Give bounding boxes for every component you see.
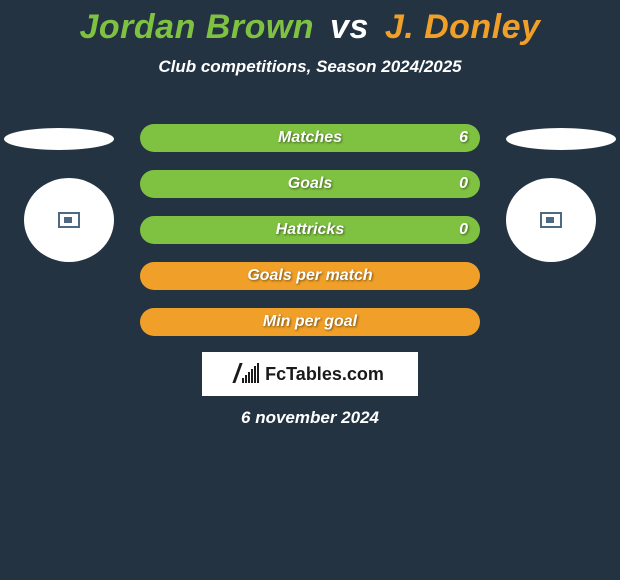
stats-container: Matches 6 Goals 0 Hattricks 0 Goals per match M… xyxy=(140,124,480,354)
logo-content: FcTables.com xyxy=(236,364,384,385)
stat-label: Goals xyxy=(288,175,332,193)
player2-club-circle xyxy=(506,178,596,262)
stat-label: Matches xyxy=(278,129,342,147)
stat-label: Goals per match xyxy=(247,267,372,285)
stat-value: 6 xyxy=(459,129,468,147)
stat-row: Min per goal xyxy=(140,308,480,336)
stat-value: 0 xyxy=(459,221,468,239)
stat-row: Hattricks 0 xyxy=(140,216,480,244)
player1-badge-ellipse xyxy=(4,128,114,150)
comparison-title: Jordan Brown vs J. Donley xyxy=(0,0,620,47)
player2-name: J. Donley xyxy=(385,8,541,46)
stat-row: Goals 0 xyxy=(140,170,480,198)
stat-label: Hattricks xyxy=(276,221,344,239)
player2-badge-ellipse xyxy=(506,128,616,150)
logo-text: FcTables.com xyxy=(265,364,384,385)
club-placeholder-icon xyxy=(540,212,562,228)
date-text: 6 november 2024 xyxy=(0,408,620,428)
stat-label: Min per goal xyxy=(263,313,357,331)
subtitle: Club competitions, Season 2024/2025 xyxy=(0,57,620,77)
club-placeholder-icon xyxy=(58,212,80,228)
stat-row: Goals per match xyxy=(140,262,480,290)
fctables-logo[interactable]: FcTables.com xyxy=(202,352,418,396)
stat-value: 0 xyxy=(459,175,468,193)
stat-row: Matches 6 xyxy=(140,124,480,152)
logo-bars-icon xyxy=(236,365,259,383)
player1-club-circle xyxy=(24,178,114,262)
vs-text: vs xyxy=(330,8,369,46)
player1-name: Jordan Brown xyxy=(80,8,315,46)
